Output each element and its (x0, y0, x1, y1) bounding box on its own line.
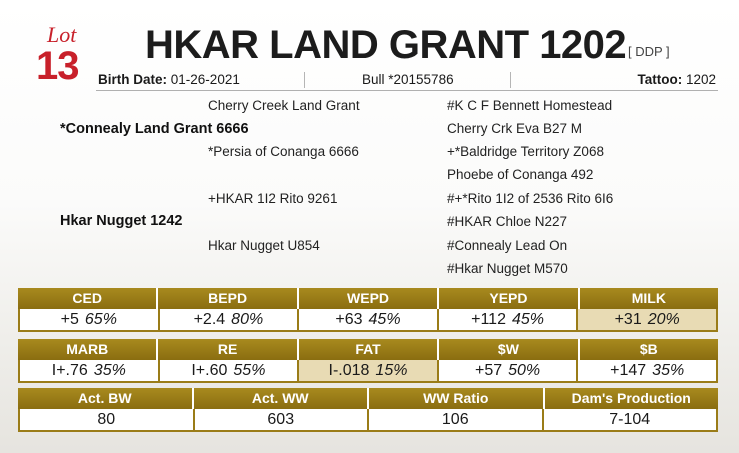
divider (304, 72, 305, 88)
sire-dam-sire: +*Baldridge Territory Z068 (447, 144, 604, 159)
genetic-code: [ DDP ] (628, 44, 670, 59)
epd-cell: I+.60 55% (157, 360, 298, 381)
epd-label: WEPD (296, 288, 437, 309)
sire-sire: Cherry Creek Land Grant (208, 98, 360, 113)
epd-label: RE (156, 339, 296, 360)
epd-cell: +5 65% (60, 311, 117, 328)
registration: Bull *20155786 (362, 72, 454, 87)
epd-label: YEPD (437, 288, 577, 309)
epd-label: MARB (66, 341, 109, 357)
perf-cell: 106 (367, 409, 542, 430)
epd-value-row: I+.76 35% I+.60 55% I-.018 15% +57 50% +147 3… (18, 360, 718, 383)
tattoo: Tattoo: 1202 (637, 72, 716, 87)
epd-label: FAT (296, 339, 437, 360)
sire-sire-sire: #K C F Bennett Homestead (447, 98, 613, 113)
lot-number: 13 (36, 44, 79, 88)
dam-dam-sire: #Connealy Lead On (447, 238, 568, 253)
epd-cell-highlight: I-.018 15% (297, 360, 437, 381)
sire-dam-dam: Phoebe of Conanga 492 (447, 167, 594, 182)
epd-header-row: MARB RE FAT $W $B (18, 339, 718, 360)
dam-sire-sire: #+*Rito 1I2 of 2536 Rito 6I6 (447, 191, 614, 206)
epd-cell: +147 35% (576, 360, 716, 381)
epd-cell: +2.4 80% (157, 309, 298, 330)
dam-dam: Hkar Nugget U854 (208, 238, 320, 253)
dam: Hkar Nugget 1242 (60, 213, 183, 229)
perf-label: Dam's Production (542, 388, 719, 409)
epd-cell: +112 45% (436, 309, 577, 330)
perf-label: Act. WW (191, 388, 368, 409)
performance-table: Act. BW Act. WW WW Ratio Dam's Productio… (18, 388, 718, 432)
epd-cell: +57 50% (436, 360, 577, 381)
animal-name: HKAR LAND GRANT 1202 (145, 23, 627, 67)
epd-cell: +63 45% (297, 309, 437, 330)
perf-cell: 603 (192, 409, 368, 430)
epd-label: CED (72, 290, 102, 306)
epd-cell: I+.76 35% (51, 362, 126, 379)
perf-header-row: Act. BW Act. WW WW Ratio Dam's Productio… (18, 388, 718, 409)
epd-value-row: +5 65% +2.4 80% +63 45% +112 45% +31 20% (18, 309, 718, 332)
birth-date: Birth Date: 01-26-2021 (98, 72, 240, 87)
perf-label: Act. BW (77, 390, 132, 406)
divider (510, 72, 511, 88)
lot-label: Lot (47, 22, 77, 47)
epd-table-row1: CED BEPD WEPD YEPD MILK +5 65% +2.4 80% +6… (18, 288, 718, 332)
sire: *Connealy Land Grant 6666 (60, 121, 249, 137)
dam-sire: +HKAR 1I2 Rito 9261 (208, 191, 338, 206)
epd-header-row: CED BEPD WEPD YEPD MILK (18, 288, 718, 309)
sire-sire-dam: Cherry Crk Eva B27 M (447, 121, 583, 136)
perf-cell: 7-104 (541, 409, 717, 430)
perf-value-row: 80 603 106 7-104 (18, 409, 718, 432)
perf-label: WW Ratio (367, 388, 543, 409)
epd-label: BEPD (156, 288, 296, 309)
epd-table-row2: MARB RE FAT $W $B I+.76 35% I+.60 55% I-.0… (18, 339, 718, 383)
sire-dam: *Persia of Conanga 6666 (208, 144, 359, 159)
epd-label: $B (577, 339, 718, 360)
perf-cell: 80 (97, 411, 116, 428)
epd-cell-highlight: +31 20% (576, 309, 716, 330)
dam-sire-dam: #HKAR Chloe N227 (447, 214, 568, 229)
info-row: Birth Date: 01-26-2021 Bull *20155786 Ta… (96, 70, 718, 91)
dam-dam-dam: #Hkar Nugget M570 (447, 261, 568, 276)
epd-label: $W (437, 339, 577, 360)
epd-label: MILK (577, 288, 718, 309)
